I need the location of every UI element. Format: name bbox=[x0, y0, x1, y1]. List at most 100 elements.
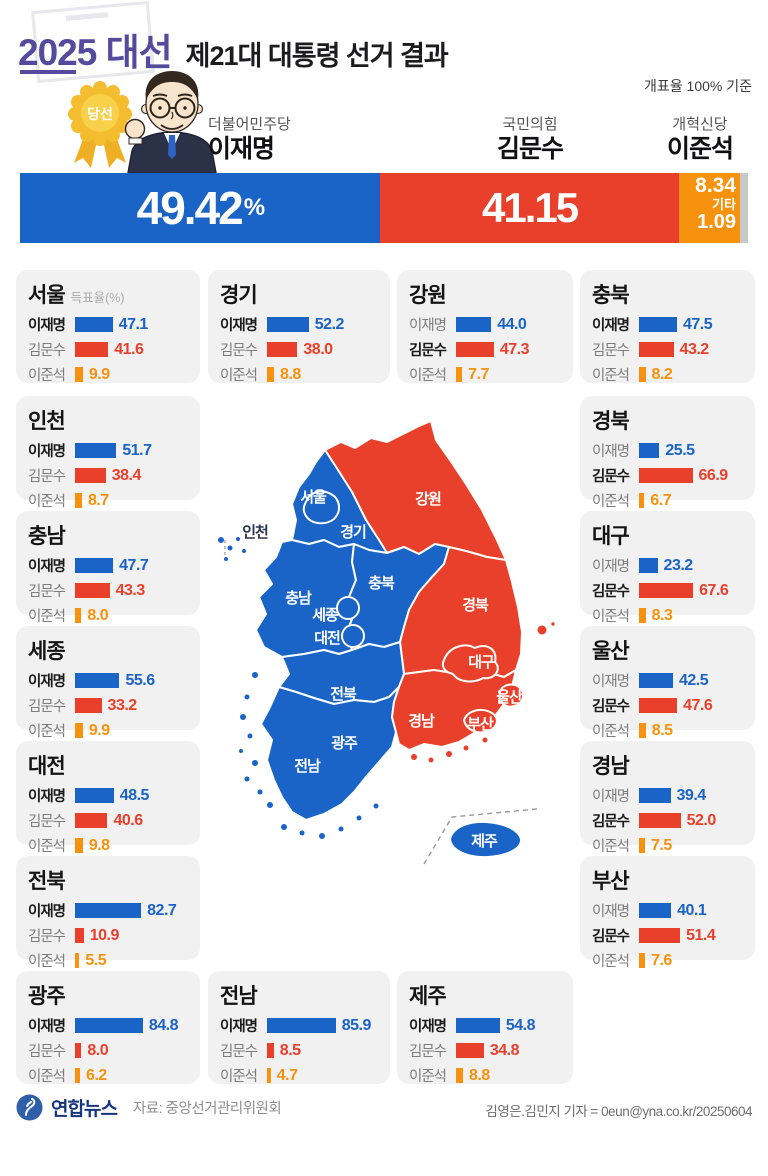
vote-row: 이재명 47.7 bbox=[28, 556, 190, 576]
vote-value: 66.9 bbox=[698, 466, 729, 484]
second-share: 41.15 bbox=[481, 184, 579, 231]
region-card-header: 경기 bbox=[220, 279, 380, 309]
vote-rows: 이재명 55.6 김문수 33.2 이준석 9.9 bbox=[28, 671, 190, 741]
vote-bar bbox=[75, 608, 82, 623]
header: 2025 대선 제21대 대통령 선거 결과 bbox=[18, 22, 449, 76]
vote-rows: 이재명 47.5 김문수 43.2 이준석 8.2 bbox=[592, 315, 745, 385]
vote-row: 이준석 8.7 bbox=[28, 491, 190, 511]
vote-value: 43.2 bbox=[679, 340, 710, 358]
candidate-header-winner: 더불어민주당 이재명 bbox=[208, 116, 291, 164]
vote-row: 이재명 54.8 bbox=[409, 1016, 563, 1036]
region-card-header: 제주 bbox=[409, 980, 563, 1010]
region-title: 제주 bbox=[409, 985, 447, 1008]
vote-bar bbox=[639, 723, 646, 738]
vote-bar bbox=[639, 468, 693, 483]
region-card-14: 부산 이재명 40.1 김문수 51.4 이준석 7.6 bbox=[580, 856, 755, 970]
vote-value: 54.8 bbox=[505, 1016, 536, 1034]
candidate-label: 이재명 bbox=[592, 674, 630, 690]
smile bbox=[160, 124, 184, 130]
vote-value: 8.3 bbox=[651, 606, 673, 624]
vote-row: 김문수 38.0 bbox=[220, 340, 380, 360]
candidate-label: 이준석 bbox=[409, 1069, 447, 1085]
map-west-islands bbox=[218, 537, 379, 839]
vote-value: 6.2 bbox=[85, 1066, 107, 1084]
candidate-label: 이재명 bbox=[409, 318, 447, 334]
region-card-header: 인천 bbox=[28, 405, 190, 435]
vote-value: 34.8 bbox=[489, 1041, 520, 1059]
vote-bar bbox=[75, 673, 120, 688]
region-card-header: 전북 bbox=[28, 865, 190, 895]
region-card-3: 강원 이재명 44.0 김문수 47.3 이준석 7.7 bbox=[397, 270, 573, 385]
map-label-daegu: 대구 bbox=[468, 654, 495, 671]
vote-row: 이준석 9.9 bbox=[28, 365, 190, 385]
vote-bar bbox=[639, 608, 646, 623]
candidate-label: 김문수 bbox=[592, 584, 630, 600]
map-label-jeonbuk: 전북 bbox=[330, 686, 357, 703]
vote-value: 38.4 bbox=[111, 466, 142, 484]
eye-left bbox=[158, 106, 162, 110]
vote-bar bbox=[267, 1043, 274, 1058]
candidate-label: 이준석 bbox=[28, 368, 66, 384]
badge-label: 당선 bbox=[87, 106, 113, 122]
region-title: 대구 bbox=[592, 525, 630, 548]
vote-row: 김문수 51.4 bbox=[592, 926, 745, 946]
vote-value: 8.8 bbox=[469, 1066, 490, 1084]
brand-logo: 2025 대선 bbox=[18, 32, 173, 73]
map-enclave-busan bbox=[463, 708, 498, 734]
vote-bar bbox=[639, 928, 681, 943]
vote-bar bbox=[639, 673, 673, 688]
region-title: 경북 bbox=[592, 410, 630, 433]
vote-value: 9.8 bbox=[88, 836, 110, 854]
vote-row: 이준석 8.8 bbox=[220, 365, 380, 385]
region-card-header: 충남 bbox=[28, 520, 190, 550]
vote-bar bbox=[75, 1018, 143, 1033]
map-enclave-sejong bbox=[336, 596, 360, 620]
candidate-label: 이재명 bbox=[28, 1019, 66, 1035]
vote-bar bbox=[75, 813, 108, 828]
vote-row: 이재명 42.5 bbox=[592, 671, 745, 691]
vote-row: 이준석 6.2 bbox=[28, 1066, 190, 1086]
vote-row: 이준석 5.5 bbox=[28, 951, 190, 971]
region-title: 전남 bbox=[220, 985, 258, 1008]
vote-value: 67.6 bbox=[699, 581, 729, 599]
candidate-label: 이준석 bbox=[592, 839, 630, 855]
korea-result-map: 서울 경기 강원 충북 충남 세종 대전 경북 대구 전북 경남 부산 울산 광… bbox=[218, 420, 555, 865]
candidate-label: 김문수 bbox=[28, 343, 66, 359]
vote-value: 8.2 bbox=[651, 365, 673, 383]
map-island-jeju bbox=[449, 820, 522, 859]
candidate-label: 이준석 bbox=[592, 494, 630, 510]
vote-value: 51.7 bbox=[122, 441, 152, 459]
map-jeju-divider bbox=[423, 808, 538, 865]
vote-bar bbox=[456, 342, 494, 357]
vote-row: 이준석 7.7 bbox=[409, 365, 563, 385]
vote-rows: 이재명 82.7 김문수 10.9 이준석 5.5 bbox=[28, 901, 190, 971]
vote-value: 8.5 bbox=[279, 1041, 301, 1059]
vote-row: 이재명 44.0 bbox=[409, 315, 563, 335]
region-title: 충북 bbox=[592, 284, 630, 307]
candidate-label: 이준석 bbox=[28, 724, 66, 740]
vote-value: 39.4 bbox=[676, 786, 707, 804]
vote-bar bbox=[456, 1068, 464, 1083]
map-label-sejong: 세종 bbox=[312, 607, 339, 624]
vote-value: 5.5 bbox=[85, 951, 107, 969]
candidate-label: 이재명 bbox=[592, 904, 630, 920]
vote-value: 40.1 bbox=[677, 901, 707, 919]
candidate-label: 김문수 bbox=[28, 584, 66, 600]
vote-bar bbox=[456, 1018, 500, 1033]
vote-value: 40.6 bbox=[113, 811, 143, 829]
vote-rows: 이재명 39.4 김문수 52.0 이준석 7.5 bbox=[592, 786, 745, 856]
vote-value: 55.6 bbox=[125, 671, 155, 689]
region-card-1: 서울 득표율(%) 이재명 47.1 김문수 41.6 이준석 9.9 bbox=[16, 270, 200, 385]
candidate-label: 김문수 bbox=[28, 929, 66, 945]
party-name: 더불어민주당 bbox=[208, 116, 291, 133]
vote-rows: 이재명 84.8 김문수 8.0 이준석 6.2 bbox=[28, 1016, 190, 1086]
region-card-header: 강원 bbox=[409, 279, 563, 309]
region-card-10: 울산 이재명 42.5 김문수 47.6 이준석 8.5 bbox=[580, 626, 755, 740]
candidate-label: 김문수 bbox=[592, 699, 630, 715]
vote-value: 4.7 bbox=[276, 1066, 298, 1084]
region-card-8: 대구 이재명 23.2 김문수 67.6 이준석 8.3 bbox=[580, 511, 755, 625]
data-source: 자료: 중앙선거관리위원회 bbox=[132, 1101, 282, 1117]
vote-row: 이준석 9.8 bbox=[28, 836, 190, 856]
tie bbox=[168, 135, 176, 159]
vote-bar bbox=[267, 317, 309, 332]
